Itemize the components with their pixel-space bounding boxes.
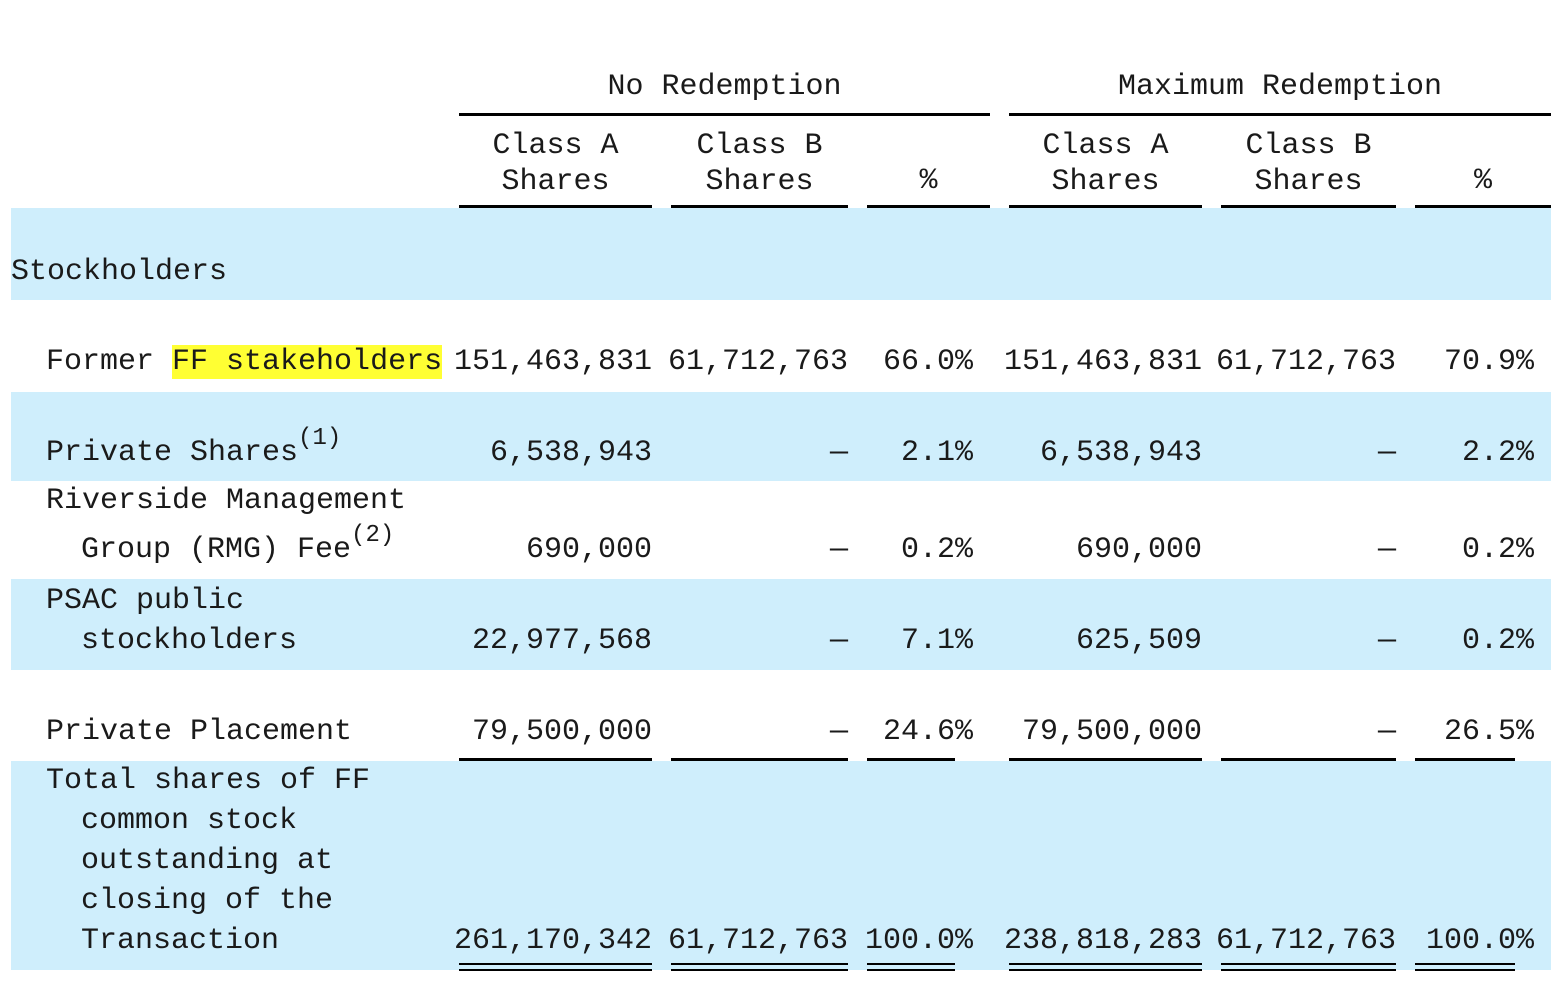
row-label-total-line3: outstanding at	[81, 844, 334, 878]
total-double-rule-b-max-top	[1221, 963, 1396, 965]
total-double-rule-a-no-top	[459, 963, 652, 965]
row-label-riverside-line1: Riverside Management	[46, 484, 407, 518]
subtotal-rule-pct-max	[1415, 758, 1515, 761]
cell-riverside-a-max: 690,000	[1075, 533, 1202, 567]
total-double-rule-pct-max-bottom	[1415, 969, 1515, 971]
col-rule-pct-max	[1415, 205, 1551, 208]
total-double-rule-a-no-bottom	[459, 969, 652, 971]
col-header-pct-max: %	[1473, 164, 1492, 198]
row-label-psac-line2: stockholders	[81, 624, 298, 658]
total-double-rule-a-max-bottom	[1009, 969, 1202, 971]
cell-private-pct-no: 2.1%	[900, 436, 973, 470]
cell-psac-pct-no: 7.1%	[900, 624, 973, 658]
total-double-rule-pct-no-bottom	[867, 969, 955, 971]
row-label-total-line4: closing of the	[81, 884, 334, 918]
cell-placement-pct-max: 26.5%	[1443, 715, 1534, 749]
col-header-class-a-max: Class A Shares	[1042, 129, 1169, 199]
cell-private-b-no: —	[829, 436, 848, 470]
subtotal-rule-a-max	[1009, 758, 1202, 761]
row-band-private	[11, 392, 1551, 481]
cell-total-b-max: 61,712,763	[1215, 924, 1396, 958]
total-double-rule-pct-max-top	[1415, 963, 1515, 965]
col-rule-b-max	[1221, 205, 1396, 208]
footnote-2: (2)	[351, 522, 395, 549]
subtotal-rule-b-no	[671, 758, 848, 761]
cell-placement-a-max: 79,500,000	[1021, 715, 1202, 749]
cell-riverside-a-no: 690,000	[525, 533, 652, 567]
subtotal-rule-b-max	[1221, 758, 1396, 761]
cell-riverside-pct-max: 0.2%	[1461, 533, 1534, 567]
col-header-class-b-no: Class B Shares	[696, 129, 823, 199]
row-label-placement: Private Placement	[46, 715, 353, 749]
cell-placement-a-no: 79,500,000	[471, 715, 652, 749]
cell-psac-pct-max: 0.2%	[1461, 624, 1534, 658]
rule-max-redemption	[1009, 113, 1551, 116]
cell-former-a-max: 151,463,831	[1003, 345, 1202, 379]
cell-private-pct-max: 2.2%	[1461, 436, 1534, 470]
col-rule-a-max	[1009, 205, 1202, 208]
col-rule-a-no	[459, 205, 652, 208]
subtotal-rule-a-no	[459, 758, 652, 761]
col-header-pct-no: %	[919, 164, 938, 198]
row-label-total-line5: Transaction	[81, 924, 280, 958]
total-double-rule-a-max-top	[1009, 963, 1202, 965]
cell-psac-a-no: 22,977,568	[471, 624, 652, 658]
highlighted-text: FF stakeholders	[172, 345, 443, 379]
cell-former-pct-no: 66.0%	[882, 345, 973, 379]
row-label-riverside-line2: Group (RMG) Fee(2)	[81, 522, 395, 568]
footnote-1: (1)	[298, 425, 342, 452]
cell-former-b-no: 61,712,763	[667, 345, 848, 379]
total-double-rule-b-max-bottom	[1221, 969, 1396, 971]
cell-total-a-max: 238,818,283	[1003, 924, 1202, 958]
row-label-total-line1: Total shares of FF	[46, 764, 371, 798]
cell-riverside-b-max: —	[1377, 533, 1396, 567]
cell-private-b-max: —	[1377, 436, 1396, 470]
cell-placement-b-no: —	[829, 715, 848, 749]
cell-former-b-max: 61,712,763	[1215, 345, 1396, 379]
cell-psac-b-no: —	[829, 624, 848, 658]
header-max-redemption: Maximum Redemption	[1117, 70, 1443, 104]
cell-former-pct-max: 70.9%	[1443, 345, 1534, 379]
row-label-former: Former FF stakeholders	[46, 345, 443, 379]
total-double-rule-pct-no-top	[867, 963, 955, 965]
cell-riverside-pct-no: 0.2%	[900, 533, 973, 567]
row-label-total-line2: common stock	[81, 804, 298, 838]
rule-no-redemption	[459, 113, 990, 116]
cell-private-a-max: 6,538,943	[1039, 436, 1202, 470]
col-rule-b-no	[671, 205, 848, 208]
section-band	[11, 208, 1551, 300]
cell-private-a-no: 6,538,943	[489, 436, 652, 470]
cell-total-pct-max: 100.0%	[1425, 924, 1534, 958]
cell-psac-b-max: —	[1377, 624, 1396, 658]
row-band-total	[11, 761, 1551, 970]
cell-former-a-no: 151,463,831	[453, 345, 652, 379]
cell-total-b-no: 61,712,763	[667, 924, 848, 958]
header-no-redemption: No Redemption	[607, 70, 842, 104]
cell-riverside-b-no: —	[829, 533, 848, 567]
col-header-class-a-no: Class A Shares	[492, 129, 619, 199]
cell-total-pct-no: 100.0%	[864, 924, 973, 958]
cell-placement-b-max: —	[1377, 715, 1396, 749]
total-double-rule-b-no-bottom	[671, 969, 848, 971]
col-header-class-b-max: Class B Shares	[1245, 129, 1372, 199]
section-title: Stockholders	[11, 255, 228, 289]
row-band-psac	[11, 579, 1551, 670]
total-double-rule-b-no-top	[671, 963, 848, 965]
cell-total-a-no: 261,170,342	[453, 924, 652, 958]
subtotal-rule-pct-no	[867, 758, 955, 761]
cell-placement-pct-no: 24.6%	[882, 715, 973, 749]
row-label-private: Private Shares(1)	[46, 425, 342, 471]
col-rule-pct-no	[867, 205, 990, 208]
row-label-psac-line1: PSAC public	[46, 584, 245, 618]
cell-psac-a-max: 625,509	[1075, 624, 1202, 658]
